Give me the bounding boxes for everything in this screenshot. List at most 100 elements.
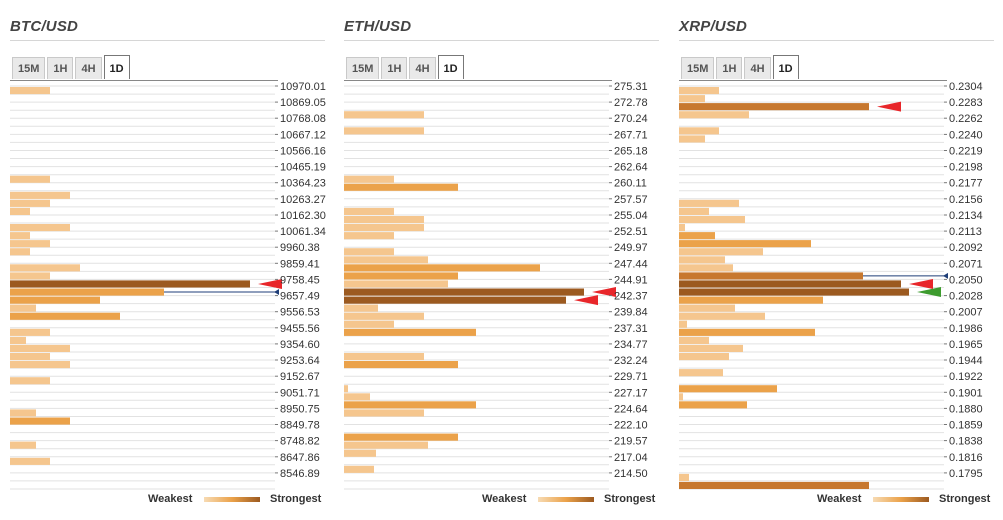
tick-label: 237.31 (614, 323, 648, 335)
level-bar (344, 361, 458, 369)
tab-15m[interactable]: 15M (12, 57, 46, 79)
chart-title: ETH/USD (344, 18, 412, 35)
level-bar (344, 353, 424, 361)
tick-label: 0.2262 (949, 113, 983, 125)
legend-strongest: Strongest (270, 493, 322, 505)
tick-label: 9253.64 (280, 355, 320, 367)
level-bar (10, 417, 70, 425)
level-bar (10, 344, 70, 352)
tab-1d[interactable]: 1D (772, 55, 799, 79)
tick-label: 0.1965 (949, 339, 983, 351)
level-bar (679, 264, 733, 272)
tick-label: 10667.12 (280, 129, 326, 141)
level-bar (10, 248, 30, 256)
level-bar (10, 441, 36, 449)
tick-label: 10869.05 (280, 97, 326, 109)
tick-label: 10263.27 (280, 194, 326, 206)
tick-label: 267.71 (614, 129, 648, 141)
tick-label: 242.37 (614, 291, 648, 303)
tab-1h[interactable]: 1H (47, 57, 74, 79)
tick-label: 9960.38 (280, 242, 320, 254)
tick-label: 9051.71 (280, 387, 320, 399)
level-bar (679, 296, 823, 304)
level-bar (344, 272, 458, 280)
timeframe-tabs: 15M 1H 4H 1D (346, 55, 466, 81)
tab-4h[interactable]: 4H (744, 57, 771, 79)
tick-label: 0.2283 (949, 97, 983, 109)
tick-label: 0.2156 (949, 194, 983, 206)
tick-label: 0.2028 (949, 291, 983, 303)
tab-1d[interactable]: 1D (437, 55, 464, 79)
tick-label: 0.1986 (949, 323, 983, 335)
level-bar (679, 473, 689, 481)
level-bar (679, 369, 723, 377)
level-bar (344, 312, 424, 320)
level-bar (344, 248, 394, 256)
timeframe-tabs: 15M 1H 4H 1D (681, 55, 801, 81)
level-bar (679, 256, 725, 264)
tab-4h[interactable]: 4H (75, 57, 102, 79)
tab-15m[interactable]: 15M (681, 57, 715, 79)
level-bar (10, 224, 70, 232)
tick-label: 0.1880 (949, 403, 983, 415)
tick-label: 0.2007 (949, 307, 983, 319)
legend-gradient (538, 497, 594, 502)
level-bar (679, 344, 743, 352)
level-bar (10, 457, 50, 465)
tick-label: 0.2071 (949, 258, 983, 270)
level-bar (679, 336, 709, 344)
level-bar (10, 87, 50, 95)
chart-title: XRP/USD (679, 18, 748, 35)
tick-label: 10061.34 (280, 226, 326, 238)
tick-label: 9354.60 (280, 339, 320, 351)
tab-15m[interactable]: 15M (346, 57, 380, 79)
level-bar (10, 304, 36, 312)
level-bar (10, 377, 50, 385)
level-bar (679, 280, 901, 288)
level-bar (679, 328, 815, 336)
tick-label: 252.51 (614, 226, 648, 238)
tab-4h[interactable]: 4H (409, 57, 436, 79)
level-bar (679, 353, 729, 361)
level-bar (679, 248, 763, 256)
tick-label: 0.2050 (949, 274, 983, 286)
level-bar (344, 207, 394, 215)
level-bar (10, 288, 164, 296)
red-arrow-icon (592, 287, 616, 298)
legend: Weakest Strongest (679, 493, 997, 507)
level-bar (679, 127, 719, 135)
level-bar (10, 207, 30, 215)
level-bar (344, 433, 458, 441)
tab-1h[interactable]: 1H (381, 57, 408, 79)
tick-label: 0.1816 (949, 452, 983, 464)
title-divider (10, 40, 325, 41)
tick-label: 0.2134 (949, 210, 983, 222)
level-bar (344, 320, 394, 328)
tick-label: 229.71 (614, 371, 648, 383)
level-bar (344, 441, 428, 449)
level-bar (344, 304, 378, 312)
level-bar (679, 393, 683, 401)
level-bar (344, 183, 458, 191)
tick-label: 0.2240 (949, 129, 983, 141)
level-bar (344, 111, 424, 119)
chart-title: BTC/USD (10, 18, 79, 35)
tabs-baseline (344, 80, 612, 81)
tick-label: 217.04 (614, 452, 648, 464)
level-bar (344, 393, 370, 401)
tick-label: 0.1901 (949, 387, 983, 399)
level-bar (344, 409, 424, 417)
level-bar (679, 312, 765, 320)
tick-label: 272.78 (614, 97, 648, 109)
red-arrow-icon (909, 278, 933, 289)
level-bar (344, 449, 376, 457)
level-bar (679, 207, 709, 215)
tick-label: 0.1944 (949, 355, 983, 367)
level-bar (679, 216, 745, 224)
legend-strongest: Strongest (939, 493, 991, 505)
tabs-baseline (10, 80, 278, 81)
legend-weakest: Weakest (482, 493, 527, 505)
tab-1h[interactable]: 1H (716, 57, 743, 79)
tab-1d[interactable]: 1D (103, 55, 130, 79)
level-bar (344, 401, 476, 409)
